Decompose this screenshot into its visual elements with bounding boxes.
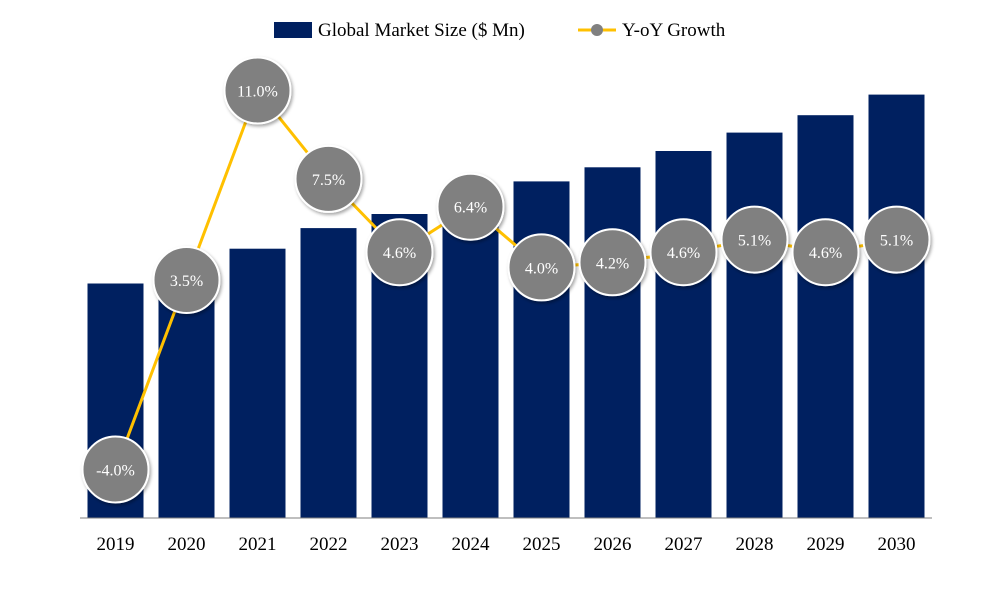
bar-2022 <box>300 228 357 518</box>
legend-bar-swatch <box>274 22 312 38</box>
bar-2020 <box>158 273 215 518</box>
growth-marker-2025: 4.0% <box>507 233 576 302</box>
growth-marker-circle-2026 <box>578 228 647 297</box>
growth-marker-circle-2030 <box>862 205 931 274</box>
growth-data-label-2027: 4.6% <box>667 245 700 262</box>
growth-marker-circle-2028 <box>720 205 789 274</box>
bar-2024 <box>442 194 499 518</box>
legend: Global Market Size ($ Mn) Y-oY Growth <box>274 20 726 41</box>
growth-marker-circle-2027 <box>649 218 718 287</box>
x-tick-label-2023: 2023 <box>381 534 419 555</box>
growth-marker-2022: 7.5% <box>294 144 363 213</box>
x-tick-labels: 2019 2020 2021 2022 2023 2024 2025 2026 2027 2028… <box>97 534 916 555</box>
growth-data-label-2019: -4.0% <box>96 463 135 480</box>
growth-marker-circle-2025 <box>507 233 576 302</box>
growth-markers: -4.0% 3.5% 11.0% 7.5% 4.6% 6.4% 4.0% 4.2% 4.6% 5.… <box>81 56 931 504</box>
growth-data-label-2029: 4.6% <box>809 245 842 262</box>
growth-marker-circle-2020 <box>152 246 221 314</box>
growth-marker-2019: -4.0% <box>81 435 150 504</box>
growth-marker-circle-2022 <box>294 144 363 213</box>
bar-2028 <box>726 132 783 518</box>
bar-2021 <box>229 248 286 518</box>
legend-line-label: Y-oY Growth <box>622 20 726 41</box>
growth-data-label-2026: 4.2% <box>596 255 629 272</box>
growth-marker-2023: 4.6% <box>365 218 434 287</box>
x-tick-label-2027: 2027 <box>665 534 703 555</box>
bar-2025 <box>513 181 570 518</box>
bar-2030 <box>868 94 925 518</box>
x-tick-label-2030: 2030 <box>878 534 916 555</box>
growth-data-label-2020: 3.5% <box>170 273 203 290</box>
x-tick-label-2020: 2020 <box>168 534 206 555</box>
legend-bar-label: Global Market Size ($ Mn) <box>318 20 525 41</box>
x-tick-label-2029: 2029 <box>807 534 845 555</box>
bar-2026 <box>584 167 641 519</box>
growth-marker-circle-2019 <box>81 435 150 504</box>
growth-data-label-2025: 4.0% <box>525 260 558 277</box>
growth-marker-2028: 5.1% <box>720 205 789 274</box>
growth-data-label-2030: 5.1% <box>880 233 913 250</box>
growth-data-label-2022: 7.5% <box>312 172 345 189</box>
x-tick-label-2028: 2028 <box>736 534 774 555</box>
x-tick-label-2025: 2025 <box>523 534 561 555</box>
growth-data-label-2023: 4.6% <box>383 245 416 262</box>
x-tick-label-2024: 2024 <box>452 534 491 555</box>
x-tick-label-2021: 2021 <box>239 534 277 555</box>
growth-marker-2021: 11.0% <box>223 56 292 125</box>
growth-data-label-2021: 11.0% <box>237 84 278 101</box>
growth-marker-2024: 6.4% <box>436 172 505 241</box>
bar-2029 <box>797 115 854 518</box>
growth-data-label-2024: 6.4% <box>454 200 487 217</box>
x-tick-label-2022: 2022 <box>310 534 348 555</box>
growth-marker-circle-2021 <box>223 56 292 125</box>
growth-marker-circle-2023 <box>365 218 434 287</box>
legend-line-marker <box>591 24 603 36</box>
growth-marker-2020: 3.5% <box>152 246 221 314</box>
growth-marker-circle-2029 <box>791 218 860 287</box>
growth-marker-2029: 4.6% <box>791 218 860 287</box>
growth-marker-2030: 5.1% <box>862 205 931 274</box>
growth-data-label-2028: 5.1% <box>738 233 771 250</box>
growth-marker-2026: 4.2% <box>578 228 647 297</box>
growth-marker-2027: 4.6% <box>649 218 718 287</box>
growth-marker-circle-2024 <box>436 172 505 241</box>
bar-2027 <box>655 151 712 518</box>
x-tick-label-2026: 2026 <box>594 534 632 555</box>
bar-series <box>87 94 925 519</box>
x-tick-label-2019: 2019 <box>97 534 135 555</box>
